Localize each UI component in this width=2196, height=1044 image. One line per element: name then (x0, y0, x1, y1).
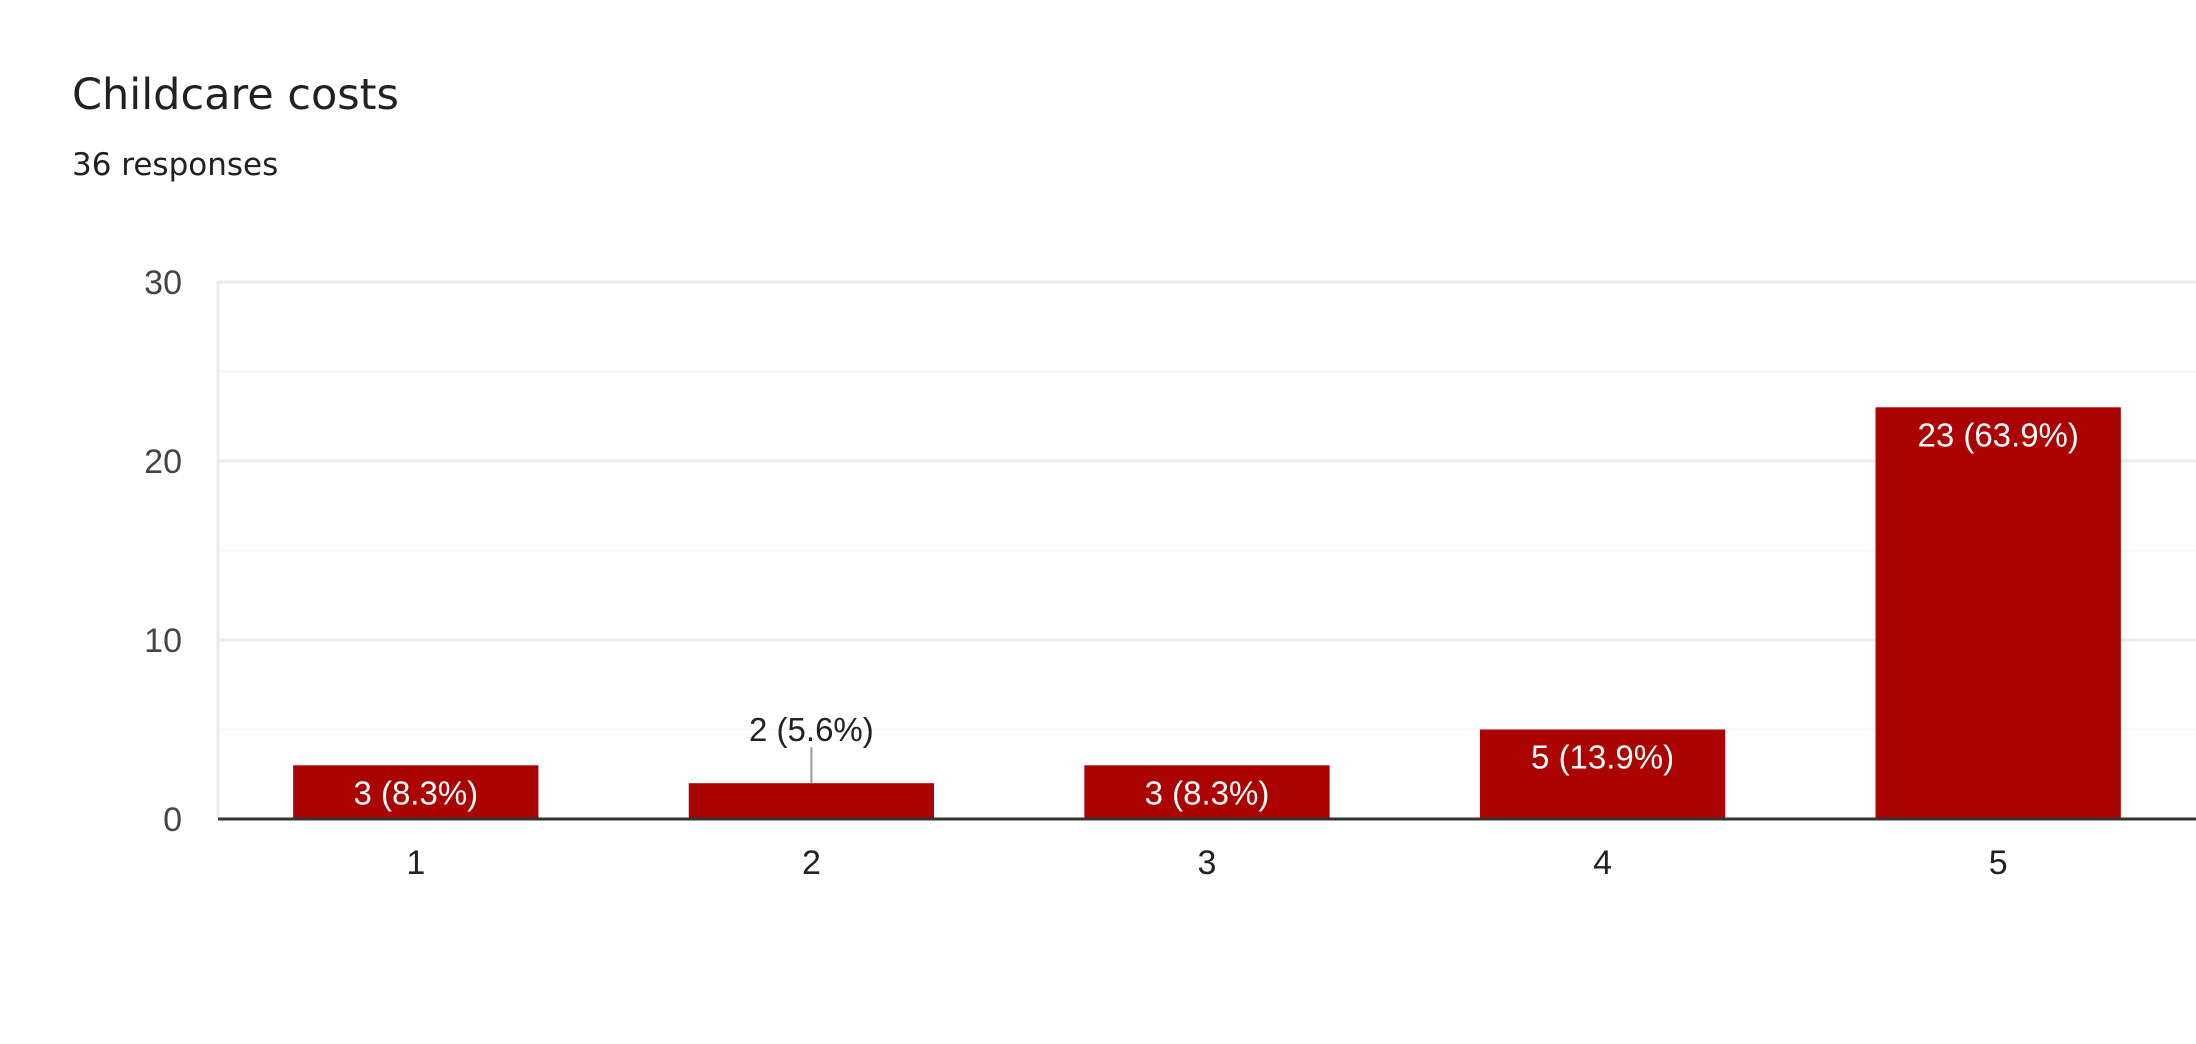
bar-value-label: 5 (13.9%) (1531, 739, 1674, 776)
x-tick-label: 3 (1198, 844, 1217, 882)
bar (1084, 765, 1330, 819)
x-tick-label: 5 (1989, 844, 2008, 882)
x-tick-label: 1 (406, 844, 425, 882)
bar (688, 783, 935, 819)
chart-title: Childcare costs (72, 70, 399, 120)
y-tick-label: 30 (144, 264, 182, 302)
y-tick-label: 20 (144, 443, 182, 481)
bar-value-label: 3 (8.3%) (353, 774, 478, 811)
y-tick-label: 10 (144, 622, 182, 660)
bar (1875, 407, 2121, 819)
bar (293, 765, 539, 819)
bar-value-label: 3 (8.3%) (1145, 774, 1270, 811)
response-count: 36 responses (72, 147, 279, 183)
y-tick-label: 0 (163, 801, 182, 839)
bar-value-label: 2 (5.6%) (749, 711, 874, 748)
bar (1479, 729, 1726, 819)
x-tick-label: 4 (1593, 844, 1612, 882)
bar-value-label: 23 (63.9%) (1917, 416, 2078, 453)
x-tick-label: 2 (802, 844, 821, 882)
